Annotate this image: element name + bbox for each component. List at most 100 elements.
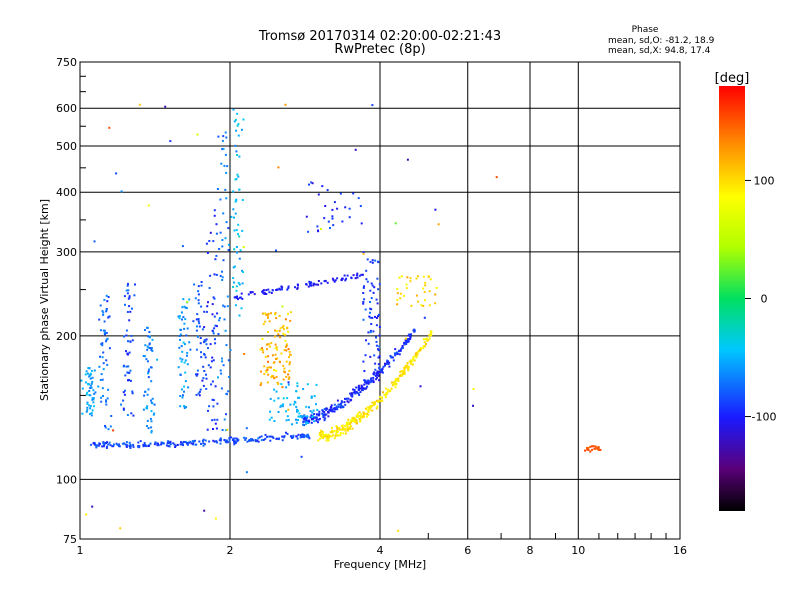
data-point: [211, 356, 214, 359]
data-point: [256, 439, 259, 442]
data-point: [291, 423, 294, 426]
data-point: [408, 333, 411, 336]
data-point: [234, 118, 237, 121]
data-point: [150, 380, 153, 383]
data-point: [143, 444, 146, 447]
data-point: [267, 288, 270, 291]
data-point: [313, 395, 316, 398]
data-point: [396, 292, 399, 295]
data-point: [294, 286, 296, 289]
data-point: [357, 412, 360, 415]
data-point: [414, 354, 417, 357]
data-point: [146, 360, 149, 363]
data-point: [366, 413, 368, 416]
data-point: [194, 297, 197, 300]
data-point: [235, 198, 238, 201]
data-point: [208, 240, 211, 242]
data-point: [199, 388, 202, 391]
data-point: [340, 400, 343, 403]
data-point: [313, 420, 316, 423]
data-point: [426, 339, 429, 342]
data-point: [375, 399, 378, 402]
data-point: [271, 354, 274, 357]
data-point: [284, 318, 287, 321]
data-point: [268, 366, 271, 369]
data-point: [274, 311, 277, 314]
data-point: [351, 395, 354, 398]
data-point: [156, 358, 159, 361]
data-point: [90, 412, 93, 415]
data-point: [390, 387, 393, 390]
data-point: [221, 360, 224, 363]
data-point: [227, 390, 230, 393]
data-point: [202, 377, 205, 380]
data-point: [366, 280, 369, 283]
data-point: [330, 435, 333, 438]
data-point: [342, 406, 345, 409]
data-point: [381, 371, 384, 374]
data-point: [308, 420, 311, 423]
y-axis-ticks: 75 100 200 300 400 500 600 750: [56, 56, 77, 546]
data-point: [246, 440, 249, 443]
data-point: [336, 428, 339, 431]
data-point: [80, 379, 83, 382]
data-point: [370, 406, 373, 409]
data-point: [197, 318, 200, 320]
data-point: [262, 323, 265, 326]
data-point: [273, 369, 276, 371]
data-point: [379, 368, 382, 371]
data-point: [396, 299, 399, 302]
data-point: [589, 445, 592, 448]
data-point: [285, 386, 288, 389]
data-point: [396, 351, 399, 354]
data-point: [233, 229, 236, 232]
data-point: [184, 359, 187, 362]
data-point: [331, 277, 334, 280]
data-point: [265, 343, 268, 346]
data-point: [305, 405, 308, 408]
data-point: [404, 337, 407, 340]
data-point: [199, 342, 202, 345]
data-point: [278, 329, 281, 332]
data-point: [296, 437, 299, 440]
data-point: [287, 330, 290, 333]
data-point: [180, 345, 183, 348]
data-point: [186, 442, 189, 445]
data-point: [270, 291, 273, 294]
data-point: [321, 432, 324, 435]
data-point: [222, 304, 225, 307]
data-point: [213, 440, 216, 443]
data-point: [345, 424, 348, 426]
data-point: [362, 360, 365, 363]
data-point: [372, 330, 375, 333]
data-point: [99, 379, 102, 381]
data-point: [379, 371, 381, 374]
data-point: [185, 406, 188, 409]
data-point: [266, 381, 269, 384]
data-point: [298, 396, 301, 399]
data-point: [237, 298, 239, 301]
data-point: [428, 304, 431, 307]
x-tick-label: 6: [464, 544, 471, 557]
data-point: [354, 148, 357, 151]
data-point: [201, 379, 204, 382]
data-point: [336, 207, 339, 210]
data-point: [377, 288, 380, 291]
data-point: [472, 388, 475, 391]
data-point: [374, 368, 377, 371]
data-point: [404, 365, 407, 368]
data-point: [103, 320, 106, 323]
data-point: [298, 415, 301, 418]
data-point: [398, 374, 401, 377]
data-point: [399, 370, 402, 373]
data-point: [270, 376, 273, 379]
data-point: [81, 412, 84, 415]
data-point: [179, 405, 182, 408]
data-point: [224, 237, 227, 240]
data-point: [270, 374, 273, 377]
data-point: [182, 440, 185, 443]
data-point: [219, 369, 222, 372]
data-point: [262, 289, 265, 292]
data-point: [238, 155, 241, 158]
data-point: [302, 423, 304, 426]
